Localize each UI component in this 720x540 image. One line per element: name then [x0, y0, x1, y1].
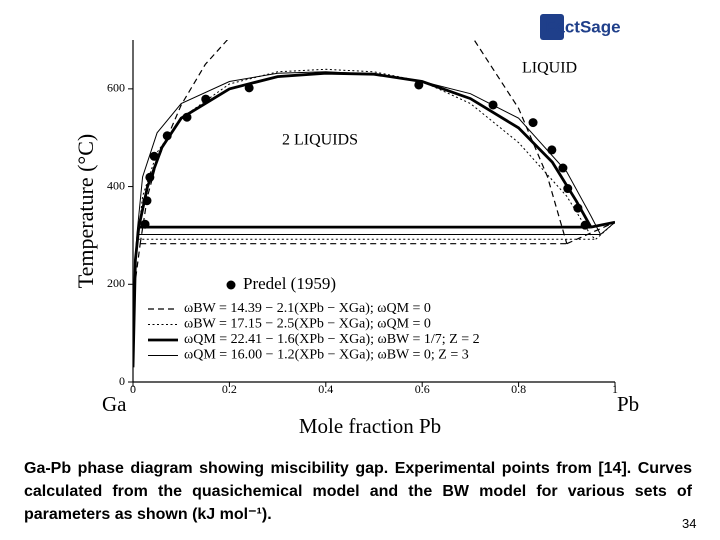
data-point [162, 131, 172, 141]
legend-label: ωQM = 16.00 − 1.2(XPb − XGa); ωBW = 0; Z… [184, 348, 469, 363]
y-tick-label: 400 [107, 178, 125, 192]
y-tick-label: 200 [107, 276, 125, 290]
legend-label: ωBW = 14.39 − 2.1(XPb − XGa); ωQM = 0 [184, 301, 431, 316]
y-tick-label: 0 [119, 374, 125, 388]
logo-icon [540, 14, 564, 40]
data-point [149, 151, 159, 161]
x-tick-label: 0.6 [415, 382, 430, 396]
logo: FactSage [545, 17, 621, 36]
x-end-label: Pb [617, 392, 639, 416]
data-point [142, 196, 152, 206]
data-point [145, 172, 155, 182]
x-tick-label: 0 [130, 382, 136, 396]
x-tick-label: 0.4 [318, 382, 333, 396]
region-label: 2 LIQUIDS [282, 132, 358, 149]
data-point [414, 80, 424, 90]
page-number: 34 [682, 516, 697, 531]
series-line [133, 71, 615, 368]
x-tick-label: 0.8 [511, 382, 526, 396]
legend-label: ωQM = 22.41 − 1.6(XPb − XGa); ωBW = 1/7;… [184, 332, 480, 347]
data-point [244, 83, 254, 93]
legend-label: Predel (1959) [243, 274, 336, 293]
data-point [563, 184, 573, 194]
legend-marker [226, 280, 236, 290]
data-point [488, 100, 498, 110]
data-point [140, 219, 150, 229]
x-tick-label: 1 [612, 382, 618, 396]
data-point [547, 145, 557, 155]
data-point [182, 112, 192, 122]
legend-label: ωBW = 17.15 − 2.5(XPb − XGa); ωQM = 0 [184, 317, 431, 332]
x-axis-title: Mole fraction Pb [299, 414, 441, 438]
data-point [558, 163, 568, 173]
caption: Ga-Pb phase diagram showing miscibility … [24, 460, 692, 524]
x-start-label: Ga [102, 392, 127, 416]
y-axis-title: Temperature (°C) [73, 134, 98, 288]
data-point [528, 118, 538, 128]
plot-area [133, 40, 615, 368]
data-point [573, 203, 583, 213]
x-tick-label: 0.2 [222, 382, 237, 396]
data-point [201, 94, 211, 104]
y-tick-label: 600 [107, 81, 125, 95]
data-point [580, 220, 590, 230]
region-label: LIQUID [522, 60, 577, 77]
